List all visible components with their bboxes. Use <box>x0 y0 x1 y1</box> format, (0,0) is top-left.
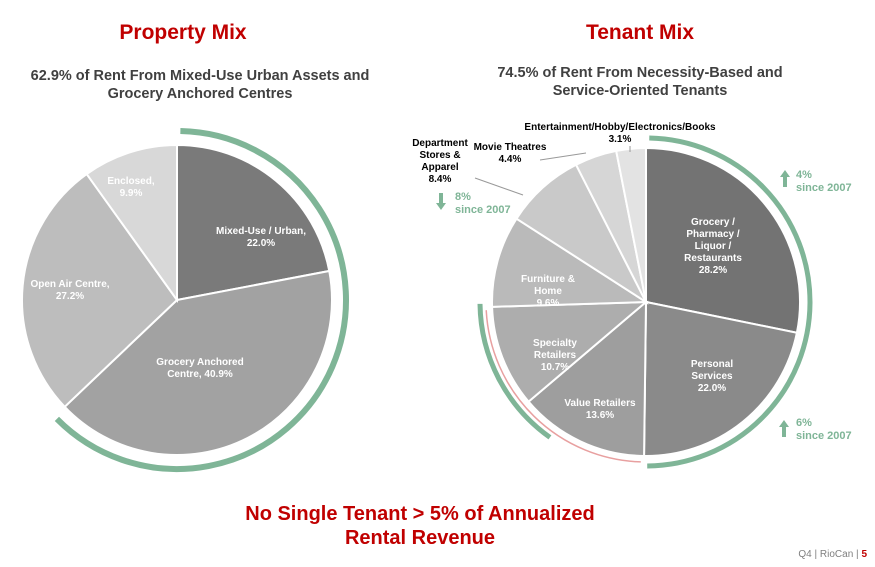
trend-since-department: since 2007 <box>455 204 511 216</box>
pie-label-furniture-home: Furniture & Home 9.6% <box>521 274 575 309</box>
footer-separator: | <box>856 549 859 560</box>
property-mix-title: Property Mix <box>119 21 247 44</box>
pie-label-specialty-retailers: Specialty Retailers 10.7% <box>533 338 577 373</box>
pie-slice-mixed-use-urban <box>176 143 331 302</box>
up-arrow-icon <box>780 170 790 187</box>
pie-label-movie-theatres: Movie Theatres 4.4% <box>474 142 547 165</box>
tenant-mix-title: Tenant Mix <box>585 21 695 44</box>
pie-label-enclosed: Enclosed, 9.9% <box>107 176 154 199</box>
highlight-arc-tenant-upper <box>647 135 813 469</box>
pie-label-grocery-anchored-centre: Grocery Anchored Centre, 40.9% <box>156 357 243 380</box>
statement-line-2: Rental Revenue <box>344 527 496 549</box>
up-arrow-icon <box>779 420 789 437</box>
pie-label-entertainment-hobby-electronics-books: Entertainment/Hobby/Electronics/Books 3.1… <box>524 122 716 145</box>
trend-value-grocery: 4% <box>796 169 812 181</box>
pie-slice-value-retailers <box>527 299 648 458</box>
trend-since-personal: since 2007 <box>796 430 852 442</box>
pie-label-department-stores-apparel: Department Stores & Apparel 8.4% <box>412 138 468 185</box>
pie-slice-enclosed <box>85 143 178 304</box>
page-number: 5 <box>861 549 867 560</box>
trend-value-personal: 6% <box>796 417 812 429</box>
slide-footer: Q4 | RioCan | 5 <box>798 549 867 560</box>
footer-quarter: Q4 <box>798 549 812 560</box>
pie-label-personal-services: Personal Services 22.0% <box>691 359 733 394</box>
pie-label-value-retailers: Value Retailers 13.6% <box>564 398 636 421</box>
highlight-arc-tenant-pink <box>485 310 641 463</box>
highlight-arc-tenant-lower <box>477 303 552 440</box>
highlight-arc-property <box>54 128 349 472</box>
property-subtitle-line-1: 62.9% of Rent From Mixed-Use Urban Asset… <box>30 68 370 84</box>
down-arrow-icon <box>436 193 446 210</box>
property-mix-subtitle: 62.9% of Rent From Mixed-Use Urban Asset… <box>10 67 390 103</box>
footer-company: RioCan <box>819 549 854 560</box>
tenant-subtitle-line-2: Service-Oriented Tenants <box>552 83 728 99</box>
leader-line-movie <box>539 152 587 161</box>
footer-separator: | <box>814 549 818 560</box>
property-subtitle-line-2: Grocery Anchored Centres <box>107 86 293 102</box>
pie-label-grocery-pharmacy-liquor-restaurants: Grocery / Pharmacy / Liquor / Restaurants 28… <box>684 217 742 276</box>
pie-slice-specialty-retailers <box>491 300 649 404</box>
trend-since-grocery: since 2007 <box>796 182 852 194</box>
pie-slice-furniture-home <box>491 217 650 308</box>
pie-label-open-air-centre: Open Air Centre, 27.2% <box>30 279 109 302</box>
statement-line-1: No Single Tenant > 5% of Annualized <box>245 503 595 525</box>
pie-slice-open-air-centre <box>21 172 179 409</box>
pie-slice-grocery-pharmacy-liquor-restaurants <box>645 146 801 334</box>
tenant-mix-subtitle: 74.5% of Rent From Necessity-Based and S… <box>460 64 820 100</box>
tenant-concentration-statement: No Single Tenant > 5% of Annualized Rent… <box>170 502 670 550</box>
trend-value-department: 8% <box>455 191 471 203</box>
tenant-subtitle-line-1: 74.5% of Rent From Necessity-Based and <box>497 65 783 81</box>
pie-label-mixed-use-urban: Mixed-Use / Urban, 22.0% <box>216 226 306 249</box>
pie-slice-grocery-anchored-centre <box>63 269 333 456</box>
pie-slice-personal-services <box>643 300 799 457</box>
leader-line-department <box>474 177 524 196</box>
pie-slice-entertainment-hobby-electronics-books <box>615 146 647 303</box>
